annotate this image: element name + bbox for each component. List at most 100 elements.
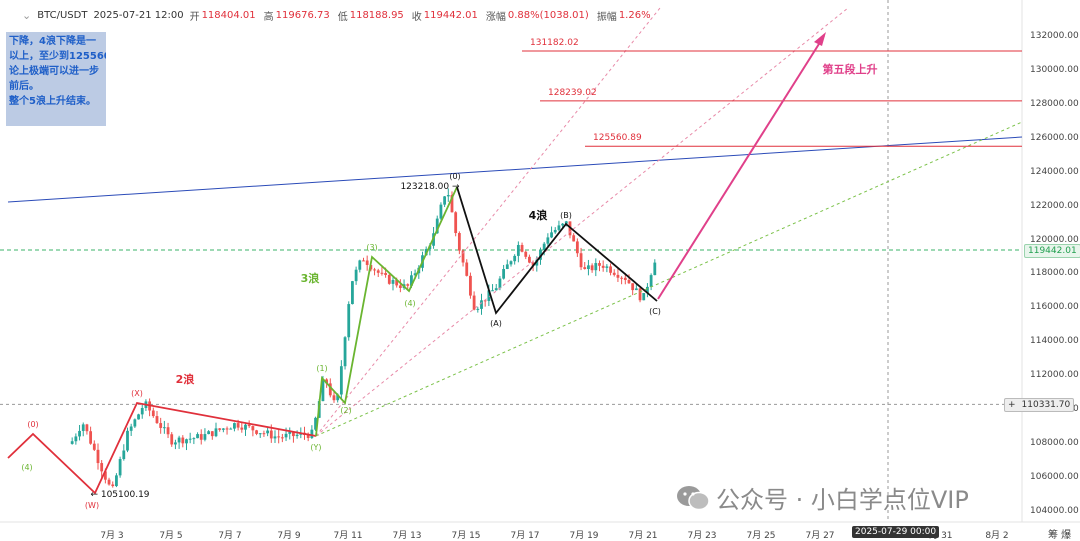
candle-body [96, 449, 100, 464]
candle-body [612, 272, 616, 275]
candle-body [605, 266, 609, 268]
date-tick: 7月 15 [451, 531, 481, 541]
price-tick: 124000.00 [1030, 166, 1079, 177]
candle-body [472, 295, 476, 310]
high-price-label: 123218.00 → [400, 182, 460, 192]
candle-body [258, 433, 262, 435]
candle-body [638, 288, 642, 301]
candle-body [170, 434, 174, 445]
note-line: 前后。 [9, 81, 39, 92]
high-label: 高 [263, 11, 274, 23]
candle-body [255, 430, 258, 434]
low-label: 低 [337, 11, 348, 23]
date-tick: 7月 13 [392, 531, 422, 541]
crosshair-price-tag: +110331.70 [1004, 398, 1075, 412]
wave-point-label: (0) [27, 420, 38, 429]
low-value: 118188.95 [349, 9, 404, 21]
candle-body [528, 256, 531, 263]
close-label: 收 [411, 11, 422, 23]
wechat-icon [677, 485, 710, 510]
datetime: 2025-07-21 12:00 [93, 9, 184, 21]
date-tick: 8月 2 [985, 531, 1009, 541]
candle-body [306, 434, 310, 438]
date-tick: 7月 27 [805, 531, 835, 541]
plus-icon[interactable]: + [1008, 400, 1016, 410]
candle-body [476, 308, 480, 310]
candle-body [100, 463, 104, 472]
wave-5-arrow [657, 35, 825, 300]
price-tick: 116000.00 [1030, 302, 1079, 313]
symbol[interactable]: BTC/USDT [37, 9, 88, 21]
candle-body [387, 274, 391, 284]
candle-body [103, 471, 107, 480]
watermark: 公众号 · 小白学点位VIP [676, 480, 969, 515]
candle-body [244, 424, 247, 430]
channel-line-green [315, 121, 1023, 437]
wave-point-label: (W) [85, 501, 99, 510]
close-value: 119442.01 [423, 9, 478, 21]
chart-grid [0, 0, 1080, 523]
price-tick: 112000.00 [1030, 370, 1079, 381]
candle-body [575, 241, 579, 254]
wave-point-label: (B) [560, 211, 572, 220]
candle-body [627, 279, 631, 284]
chevron-icon[interactable]: ⌄ [22, 8, 32, 22]
candle-body [439, 204, 443, 219]
candle-body [70, 441, 74, 444]
wave-point-label: (4) [404, 299, 415, 308]
candle-body [181, 437, 185, 444]
date-tick: 7月 17 [510, 531, 540, 541]
candle-body [292, 431, 295, 437]
candle-body [443, 196, 447, 205]
trendline-blue [7, 136, 1023, 203]
price-tick: 130000.00 [1030, 65, 1079, 75]
wave-point-label: (4) [21, 463, 32, 472]
candle-body [564, 221, 568, 224]
candle-body [236, 423, 240, 428]
note-line: 下降，4浪下降是一 [9, 36, 96, 47]
candle-body [321, 379, 325, 402]
candle-body [590, 265, 594, 271]
candle-body [233, 423, 236, 429]
candle-body [634, 288, 638, 291]
wave-point-label: (C) [649, 307, 661, 316]
candle-body [398, 285, 402, 288]
candle-body [587, 265, 590, 270]
channel-line-pink [315, 7, 849, 437]
candle-body [561, 223, 565, 226]
ohlc-header: ⌄ BTC/USDT 2025-07-21 12:00 开 118404.01 高… [0, 0, 1080, 30]
wave-annotations: 131182.02 128239.02 125560.89 (0) (4) (W) (X) (… [7, 7, 1023, 510]
open-label: 开 [189, 11, 200, 23]
candle-body [502, 269, 506, 279]
candle-body [151, 410, 155, 417]
candle-body [616, 274, 620, 278]
candle-body [572, 235, 576, 242]
candle-body [391, 280, 395, 284]
wave-point-label: (0) [449, 172, 460, 181]
candle-body [461, 250, 465, 263]
candle-body [111, 484, 115, 487]
date-tick: 7月 7 [218, 531, 242, 541]
candle-body [115, 475, 118, 487]
axis-corner-label[interactable]: 筹 爆 [1048, 530, 1072, 541]
candle-body [229, 428, 233, 430]
candle-body [203, 434, 207, 440]
date-tick: 7月 21 [628, 531, 658, 541]
candle-body [218, 428, 222, 430]
date-tick: 7月 5 [159, 531, 183, 541]
price-tick: 114000.00 [1030, 336, 1079, 347]
candle-body [247, 424, 251, 427]
change-label: 涨幅 [485, 11, 506, 23]
candle-body [380, 272, 384, 274]
candle-body [553, 229, 557, 233]
candle-body [122, 450, 126, 460]
candle-body [491, 290, 494, 292]
price-tick: 106000.00 [1030, 471, 1079, 482]
candle-body [166, 427, 170, 435]
candle-body [310, 429, 314, 438]
price-tick: 128000.00 [1030, 98, 1079, 109]
candle-body [516, 244, 520, 256]
candle-body [509, 261, 513, 265]
channel-line-pink [315, 7, 661, 437]
